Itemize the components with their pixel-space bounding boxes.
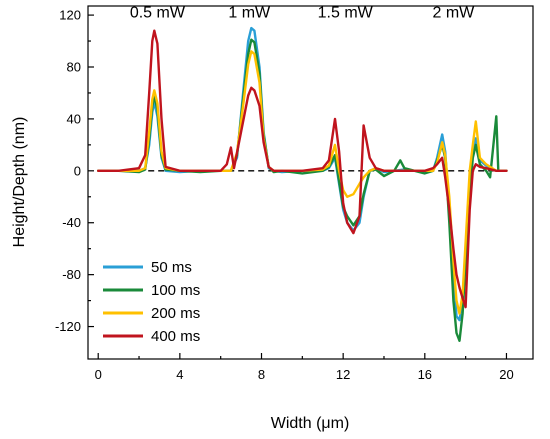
legend-label: 400 ms <box>151 328 200 345</box>
x-tick-label: 20 <box>499 367 513 382</box>
x-tick-label: 4 <box>176 367 183 382</box>
plot-frame <box>87 5 534 360</box>
y-axis-label: Height/Depth (nm) <box>11 117 28 248</box>
legend: 50 ms 100 ms 200 ms 400 ms <box>103 259 200 345</box>
tick-layer: 0 4 8 12 16 20 120 80 40 0 -40 -80 -120 <box>55 8 514 382</box>
legend-label: 50 ms <box>151 259 192 276</box>
y-tick-label: -40 <box>62 215 81 230</box>
power-annotation: 0.5 mW <box>130 5 186 22</box>
annotation-layer: 0.5 mW 1 mW 1.5 mW 2 mW <box>130 5 475 22</box>
y-tick-label: 80 <box>67 59 81 74</box>
power-annotation: 1 mW <box>228 5 271 22</box>
legend-label: 100 ms <box>151 282 200 299</box>
series-line-400-ms <box>97 29 508 309</box>
x-tick-label: 8 <box>258 367 265 382</box>
y-tick-label: 120 <box>59 8 81 23</box>
legend-label: 200 ms <box>151 305 200 322</box>
series-layer <box>97 26 508 342</box>
power-annotation: 2 mW <box>432 5 475 22</box>
x-tick-label: 12 <box>336 367 350 382</box>
y-tick-label: -80 <box>62 267 81 282</box>
y-tick-label: 0 <box>74 163 81 178</box>
x-axis-label: Width (μm) <box>271 415 350 432</box>
x-tick-label: 16 <box>418 367 432 382</box>
power-annotation: 1.5 mW <box>318 5 374 22</box>
x-tick-label: 0 <box>95 367 102 382</box>
y-tick-label: -120 <box>55 319 81 334</box>
y-tick-label: 40 <box>67 111 81 126</box>
